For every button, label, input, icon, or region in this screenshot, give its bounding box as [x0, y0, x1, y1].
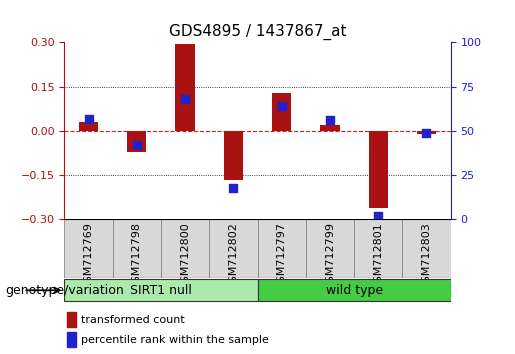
Bar	[176, 44, 195, 131]
Text: transformed count: transformed count	[81, 315, 185, 325]
FancyBboxPatch shape	[209, 219, 258, 278]
Bar	[127, 131, 146, 152]
FancyBboxPatch shape	[306, 219, 354, 278]
Text: genotype/variation: genotype/variation	[5, 284, 124, 297]
FancyBboxPatch shape	[402, 219, 451, 278]
Text: GSM712769: GSM712769	[83, 222, 94, 290]
FancyBboxPatch shape	[64, 279, 258, 302]
Point	[84, 116, 93, 121]
Bar	[79, 122, 98, 131]
Bar	[320, 125, 339, 131]
Point	[133, 142, 141, 148]
Point	[374, 213, 382, 219]
Point	[326, 118, 334, 123]
Text: GSM712800: GSM712800	[180, 222, 190, 290]
Point	[278, 103, 286, 109]
FancyBboxPatch shape	[258, 219, 306, 278]
Point	[422, 130, 431, 136]
Text: GSM712801: GSM712801	[373, 222, 383, 290]
Point	[181, 96, 189, 102]
Text: percentile rank within the sample: percentile rank within the sample	[81, 335, 269, 345]
FancyBboxPatch shape	[354, 219, 402, 278]
Text: GSM712803: GSM712803	[421, 222, 432, 290]
Title: GDS4895 / 1437867_at: GDS4895 / 1437867_at	[169, 23, 346, 40]
Bar	[369, 131, 388, 208]
FancyBboxPatch shape	[161, 219, 209, 278]
Bar	[67, 312, 76, 327]
Text: GSM712799: GSM712799	[325, 222, 335, 290]
Text: GSM712802: GSM712802	[228, 222, 238, 290]
FancyBboxPatch shape	[258, 279, 451, 302]
FancyBboxPatch shape	[113, 219, 161, 278]
Text: SIRT1 null: SIRT1 null	[130, 284, 192, 297]
FancyBboxPatch shape	[64, 219, 113, 278]
Point	[229, 185, 237, 190]
Bar	[272, 93, 291, 131]
Bar	[417, 131, 436, 134]
Bar	[67, 332, 76, 347]
Text: GSM712797: GSM712797	[277, 222, 287, 290]
Bar	[224, 131, 243, 180]
Text: wild type: wild type	[325, 284, 383, 297]
Text: GSM712798: GSM712798	[132, 222, 142, 290]
